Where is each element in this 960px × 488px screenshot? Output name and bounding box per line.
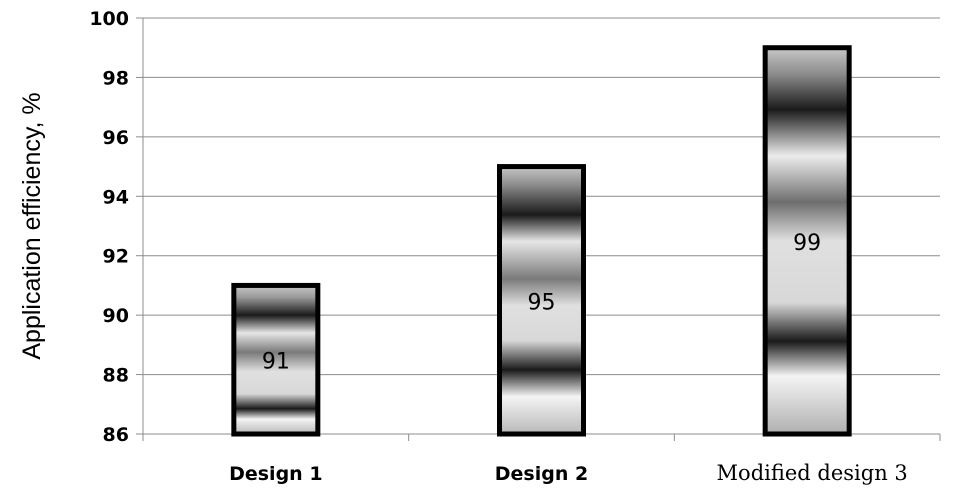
bar-1 bbox=[231, 282, 321, 437]
y-tick-label-90: 90 bbox=[103, 305, 129, 327]
y-tick-label-100: 100 bbox=[89, 8, 129, 30]
y-tick-label-98: 98 bbox=[103, 67, 129, 89]
x-axis-labels: Design 1 Design 2 Modified design 3 bbox=[229, 461, 908, 485]
data-label-3: 99 bbox=[793, 231, 821, 256]
data-label-1: 91 bbox=[262, 350, 290, 375]
y-tick-label-86: 86 bbox=[103, 424, 129, 446]
bars: 91 95 99 bbox=[231, 45, 852, 437]
y-axis-ticks: 86 88 90 92 94 96 98 100 bbox=[89, 8, 143, 446]
y-tick-label-92: 92 bbox=[103, 246, 129, 268]
bar-3 bbox=[762, 45, 852, 437]
x-tick-label-3: Modified design 3 bbox=[717, 461, 908, 485]
data-label-2: 95 bbox=[528, 290, 556, 315]
x-tick-label-2: Design 2 bbox=[495, 463, 588, 485]
y-tick-label-96: 96 bbox=[103, 127, 129, 149]
y-tick-label-88: 88 bbox=[103, 365, 129, 387]
bar-2 bbox=[497, 164, 586, 437]
x-tick-label-1: Design 1 bbox=[229, 463, 322, 485]
y-axis-label: Application efficiency, % bbox=[18, 92, 46, 359]
y-tick-label-94: 94 bbox=[103, 186, 129, 208]
